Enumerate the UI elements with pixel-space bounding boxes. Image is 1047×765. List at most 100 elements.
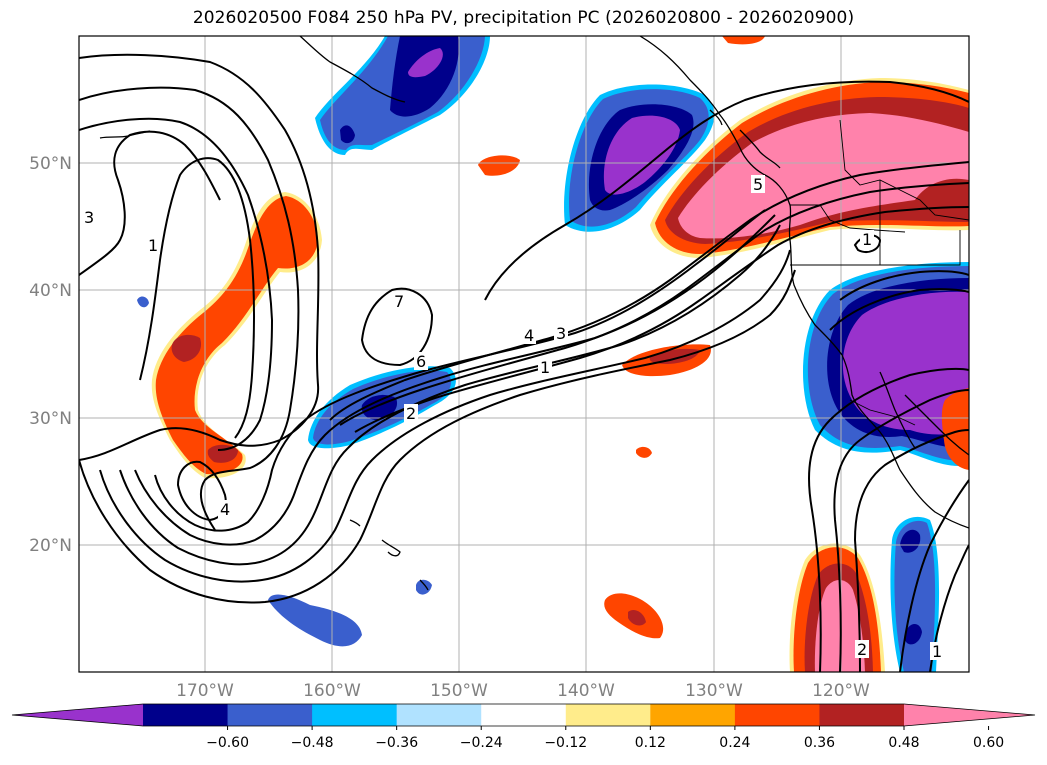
anomaly-region bbox=[678, 113, 969, 239]
pv-contours bbox=[79, 53, 969, 672]
anomaly-region bbox=[137, 296, 149, 308]
longitude-labels: 170°W 160°W 150°W 140°W 130°W 120°W bbox=[176, 681, 870, 701]
pv-contour bbox=[853, 429, 969, 672]
contour-label: 1 bbox=[862, 230, 872, 249]
coastline bbox=[299, 36, 406, 103]
lon-label: 160°W bbox=[303, 681, 361, 701]
pv-contour bbox=[339, 182, 969, 426]
contour-label: 2 bbox=[406, 404, 416, 423]
colorbar-tick-label: 0.60 bbox=[973, 735, 1004, 751]
anomaly-region bbox=[171, 334, 202, 362]
pv-contour bbox=[329, 161, 969, 421]
contour-labels: 3 1 7 6 4 3 1 2 4 5 1 2 1 bbox=[82, 175, 944, 661]
negative-anomaly-regions bbox=[137, 36, 969, 672]
anomaly-region bbox=[155, 196, 318, 475]
colorbar: −0.60 −0.48 −0.36 −0.24 −0.12 0.12 0.24 0.36 0.4… bbox=[11, 703, 1036, 751]
pv-contour bbox=[79, 269, 796, 604]
coastline bbox=[904, 394, 969, 456]
anomaly-region bbox=[340, 125, 355, 144]
pv-contour bbox=[79, 53, 320, 461]
contour-label: 1 bbox=[148, 236, 158, 255]
lat-label: 40°N bbox=[29, 281, 72, 301]
anomaly-region bbox=[408, 48, 443, 78]
anomaly-region bbox=[842, 291, 969, 435]
latitude-labels: 50°N 40°N 30°N 20°N bbox=[29, 154, 72, 556]
colorbar-cell bbox=[650, 704, 736, 726]
pv-contour bbox=[354, 206, 969, 433]
lat-label: 50°N bbox=[29, 154, 72, 174]
pv-contour bbox=[119, 224, 781, 566]
anomaly-region bbox=[603, 115, 680, 195]
anomaly-region bbox=[905, 624, 922, 645]
coastline bbox=[349, 519, 361, 527]
anomaly-region bbox=[722, 36, 765, 45]
plot-area: 3 1 7 6 4 3 1 2 4 5 1 2 1 bbox=[79, 36, 969, 672]
pv-contour bbox=[99, 249, 791, 583]
anomaly-region bbox=[628, 610, 646, 626]
anomaly-region bbox=[207, 444, 238, 463]
colorbar-tick-label: −0.12 bbox=[544, 735, 587, 751]
coastline bbox=[709, 109, 723, 126]
colorbar-tick-label: 0.24 bbox=[719, 735, 750, 751]
pv-contour bbox=[139, 157, 256, 439]
contour-label: 3 bbox=[84, 208, 94, 227]
contour-label: 2 bbox=[857, 640, 867, 659]
colorbar-cell bbox=[481, 704, 567, 726]
colorbar-cell bbox=[396, 704, 482, 726]
pv-contour bbox=[134, 214, 776, 546]
lon-label: 150°W bbox=[430, 681, 488, 701]
lat-label: 20°N bbox=[29, 536, 72, 556]
colorbar-tick-label: 0.48 bbox=[888, 735, 919, 751]
contour-label: 1 bbox=[932, 642, 942, 661]
coastline bbox=[381, 539, 401, 557]
pv-contour bbox=[899, 479, 969, 672]
contour-label: 7 bbox=[394, 292, 404, 311]
contour-label: 3 bbox=[556, 324, 566, 343]
anomaly-region bbox=[900, 529, 921, 553]
contour-label: 4 bbox=[220, 500, 230, 519]
coastline bbox=[879, 371, 916, 449]
pv-contour bbox=[154, 209, 766, 532]
lat-label: 30°N bbox=[29, 409, 72, 429]
anomaly-region bbox=[416, 579, 432, 595]
gridlines bbox=[79, 36, 969, 672]
colorbar-cell bbox=[734, 704, 820, 726]
contour-label: 1 bbox=[540, 358, 550, 377]
borders bbox=[790, 119, 969, 426]
colorbar-cell bbox=[565, 704, 651, 726]
map-title: 2026020500 F084 250 hPa PV, precipitatio… bbox=[192, 8, 855, 28]
pv-contour bbox=[839, 270, 969, 301]
coastline bbox=[739, 129, 781, 169]
lon-label: 170°W bbox=[176, 681, 234, 701]
lon-label: 130°W bbox=[685, 681, 743, 701]
colorbar-cell bbox=[143, 704, 229, 726]
colorbar-tick-label: 0.36 bbox=[804, 735, 835, 751]
contour-label: 5 bbox=[753, 175, 763, 194]
pv-contour bbox=[808, 367, 969, 672]
border bbox=[849, 399, 916, 426]
contour-label: 6 bbox=[416, 352, 426, 371]
pv-contour bbox=[829, 288, 969, 331]
colorbar-cell bbox=[227, 704, 313, 726]
anomaly-region bbox=[636, 446, 652, 458]
colorbar-extend-low bbox=[12, 704, 143, 726]
colorbar-tick-label: 0.12 bbox=[635, 735, 666, 751]
contour-label: 4 bbox=[524, 326, 534, 345]
colorbar-tick-label: −0.24 bbox=[460, 735, 503, 751]
coastline bbox=[419, 579, 429, 591]
pv-contour bbox=[484, 80, 969, 301]
colorbar-cell bbox=[312, 704, 398, 726]
colorbar-extend-high bbox=[904, 704, 1035, 726]
pv-contour bbox=[833, 389, 969, 672]
colorbar-tick-label: −0.60 bbox=[206, 735, 249, 751]
plot-frame bbox=[78, 35, 970, 673]
pv-contour bbox=[176, 460, 227, 522]
pv-contour bbox=[79, 130, 221, 276]
anomaly-region bbox=[268, 594, 362, 647]
lon-label: 120°W bbox=[812, 681, 870, 701]
colorbar-cell bbox=[819, 704, 905, 726]
colorbar-outline bbox=[11, 703, 1036, 727]
colorbar-tick-label: −0.48 bbox=[291, 735, 334, 751]
pv-contour bbox=[79, 86, 300, 531]
